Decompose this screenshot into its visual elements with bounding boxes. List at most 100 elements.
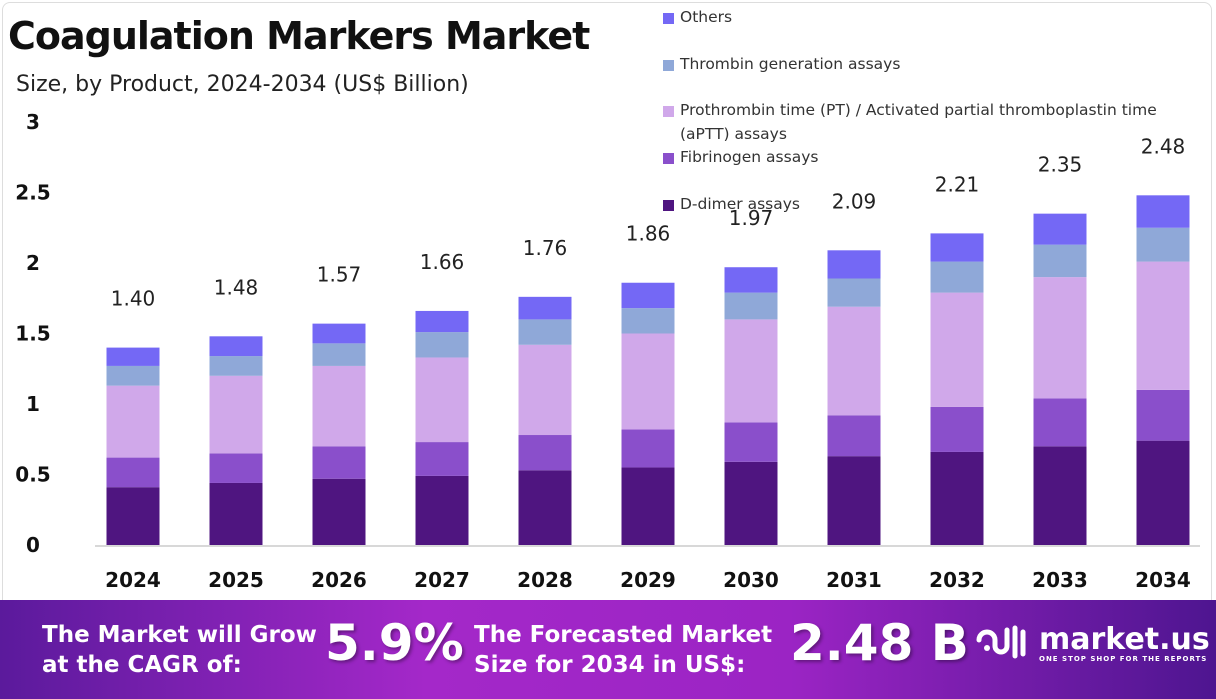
bar-segment bbox=[1136, 227, 1190, 262]
y-tick-label: 0 bbox=[26, 533, 40, 557]
bar-segment bbox=[312, 365, 366, 447]
brand-name: market.us bbox=[1039, 622, 1210, 657]
legend-item-thrombin: Thrombin generation assays bbox=[663, 55, 900, 73]
legend-swatch bbox=[663, 106, 674, 117]
y-tick-label: 2 bbox=[26, 251, 40, 275]
bar-segment bbox=[724, 292, 778, 320]
x-tick-label: 2025 bbox=[208, 568, 264, 592]
legend-item-others: Others bbox=[663, 8, 732, 26]
bar-total-label: 1.66 bbox=[420, 250, 465, 274]
x-tick-label: 2028 bbox=[517, 568, 573, 592]
bar-segment bbox=[827, 415, 881, 457]
bar-segment bbox=[518, 435, 572, 471]
bar-segment bbox=[930, 292, 984, 407]
bar-segment bbox=[415, 332, 469, 358]
bar-segment bbox=[209, 336, 263, 357]
y-tick-label: 1.5 bbox=[15, 322, 50, 346]
bar-total-label: 1.48 bbox=[214, 275, 259, 299]
cagr-label: The Market will Grow at the CAGR of: bbox=[42, 622, 317, 678]
bar-segment bbox=[312, 478, 366, 545]
bar-total-label: 2.35 bbox=[1038, 153, 1083, 177]
bar-total-label: 1.40 bbox=[111, 287, 156, 311]
bar-segment bbox=[724, 461, 778, 545]
bar-segment bbox=[1136, 389, 1190, 441]
bar-segment bbox=[518, 470, 572, 545]
bar-segment bbox=[1033, 277, 1087, 399]
bar-segment bbox=[827, 278, 881, 307]
x-tick-label: 2027 bbox=[414, 568, 470, 592]
bar-segment bbox=[930, 451, 984, 545]
y-tick-label: 1 bbox=[26, 392, 40, 416]
bar-segment bbox=[106, 347, 160, 366]
bar-segment bbox=[621, 429, 675, 468]
footer-banner: The Market will Grow at the CAGR of: 5.9%… bbox=[0, 600, 1216, 699]
bar-segment bbox=[518, 319, 572, 345]
bar-segment bbox=[415, 357, 469, 443]
x-tick-label: 2026 bbox=[311, 568, 367, 592]
legend-label: Fibrinogen assays bbox=[680, 148, 819, 166]
bar-segment bbox=[106, 457, 160, 488]
bar-segment bbox=[415, 310, 469, 333]
bar-segment bbox=[1136, 261, 1190, 390]
bar-total-label: 1.76 bbox=[523, 236, 568, 260]
legend-swatch bbox=[663, 153, 674, 164]
x-tick-label: 2034 bbox=[1135, 568, 1191, 592]
bar-segment bbox=[106, 365, 160, 386]
y-tick-label: 3 bbox=[26, 110, 40, 134]
bar-segment bbox=[724, 422, 778, 462]
y-tick-label: 2.5 bbox=[15, 181, 50, 205]
legend-item-ddimer: D-dimer assays bbox=[663, 195, 800, 213]
bar-segment bbox=[518, 296, 572, 320]
cagr-value: 5.9% bbox=[325, 614, 464, 672]
bar-segment bbox=[930, 261, 984, 293]
bar-segment bbox=[312, 323, 366, 344]
bar-segment bbox=[827, 306, 881, 416]
x-tick-label: 2030 bbox=[723, 568, 779, 592]
legend-label: D-dimer assays bbox=[680, 195, 801, 213]
legend-swatch bbox=[663, 200, 674, 211]
bar-segment bbox=[1033, 446, 1087, 545]
y-tick-label: 0.5 bbox=[15, 463, 50, 487]
legend-label: Others bbox=[680, 8, 733, 26]
legend-item-pt-aptt: Prothrombin time (PT) / Activated partia… bbox=[663, 101, 1157, 146]
legend-swatch bbox=[663, 13, 674, 24]
bar-total-label: 1.97 bbox=[729, 206, 774, 230]
legend-label: Thrombin generation assays bbox=[680, 55, 901, 73]
bar-total-label: 2.21 bbox=[935, 172, 980, 196]
legend-label: (aPTT) assays bbox=[680, 125, 787, 143]
legend-item-fibrinogen: Fibrinogen assays bbox=[663, 148, 818, 166]
bar-segment bbox=[1033, 398, 1087, 447]
bar-segment bbox=[827, 456, 881, 545]
bar-segment bbox=[209, 356, 263, 376]
bar-segment bbox=[724, 267, 778, 293]
bar-segment bbox=[415, 475, 469, 545]
chart-title: Coagulation Markers Market bbox=[8, 14, 590, 58]
x-tick-label: 2029 bbox=[620, 568, 676, 592]
bar-segment bbox=[1136, 195, 1190, 228]
bar-segment bbox=[827, 250, 881, 279]
bar-segment bbox=[724, 319, 778, 423]
x-tick-label: 2032 bbox=[929, 568, 985, 592]
bar-segment bbox=[209, 482, 263, 545]
stacked-bar-chart: 0 0.5 1 1.5 2 2.5 3 1.40 2024 1.48 2025 1.57 2026 1.6… bbox=[15, 110, 1200, 592]
bar-segment bbox=[1136, 440, 1190, 545]
bar-segment bbox=[1033, 244, 1087, 278]
bar-segment bbox=[312, 343, 366, 366]
bar-segment bbox=[209, 375, 263, 454]
bar-segment bbox=[209, 453, 263, 483]
bar-segment bbox=[106, 487, 160, 545]
bar-segment bbox=[930, 233, 984, 262]
legend-label: Prothrombin time (PT) / Activated partia… bbox=[680, 101, 1157, 119]
bar-total-label: 1.86 bbox=[626, 222, 671, 246]
bar-segment bbox=[621, 333, 675, 430]
bar-total-label: 2.09 bbox=[832, 189, 877, 213]
bar-segment bbox=[106, 385, 160, 458]
forecast-label: The Forecasted Market Size for 2034 in US… bbox=[474, 622, 773, 678]
legend-swatch bbox=[663, 60, 674, 71]
bar-segment bbox=[930, 406, 984, 452]
chart-subtitle: Size, by Product, 2024-2034 (US$ Billion… bbox=[16, 72, 469, 97]
brand-tagline: ONE STOP SHOP FOR THE REPORTS bbox=[1039, 655, 1208, 663]
brand-logo-icon bbox=[976, 625, 1026, 659]
x-tick-label: 2024 bbox=[105, 568, 161, 592]
bar-total-label: 1.57 bbox=[317, 263, 362, 287]
